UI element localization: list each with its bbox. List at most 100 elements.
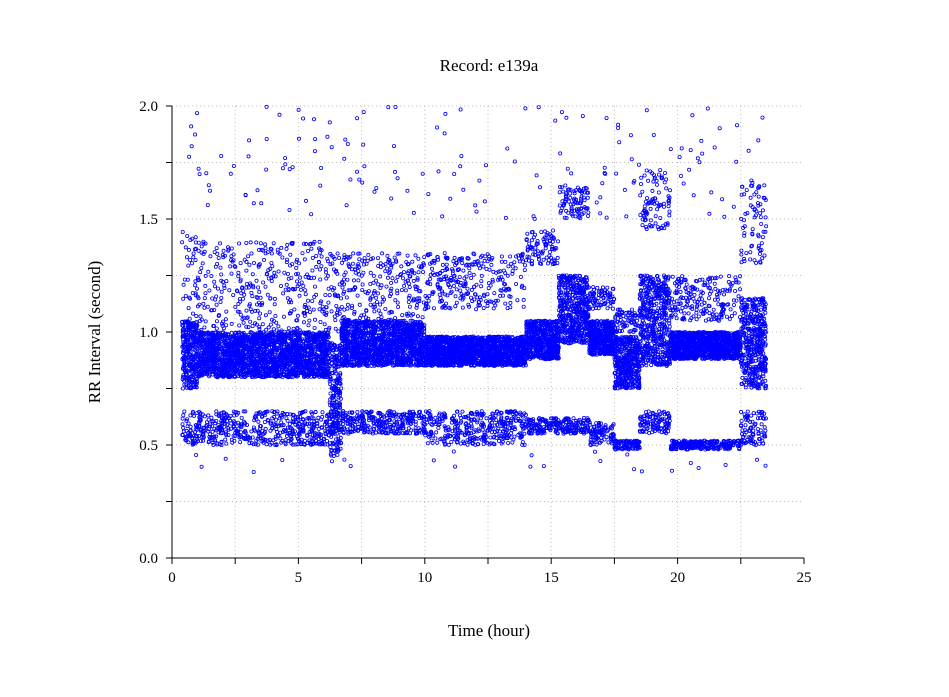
data-point — [194, 321, 199, 326]
data-point — [201, 438, 206, 443]
data-point — [223, 323, 228, 328]
data-point — [257, 311, 262, 316]
data-point — [193, 380, 198, 385]
data-point — [190, 369, 195, 374]
data-point — [228, 264, 233, 269]
data-point — [244, 240, 249, 245]
data-point — [191, 347, 196, 352]
data-point — [181, 296, 186, 301]
data-point — [309, 246, 314, 251]
data-point — [219, 272, 224, 277]
data-point — [333, 326, 338, 331]
data-point — [334, 303, 339, 308]
data-point — [190, 311, 195, 316]
data-point — [193, 246, 198, 251]
data-point — [193, 235, 198, 240]
data-point — [194, 313, 199, 318]
data-point — [203, 283, 208, 288]
data-point — [335, 251, 340, 256]
data-point — [193, 427, 198, 432]
data-point — [288, 252, 293, 257]
data-point — [187, 295, 192, 300]
data-point — [186, 247, 191, 252]
data-point — [303, 292, 308, 297]
data-point — [263, 313, 268, 318]
data-point — [185, 320, 190, 325]
data-point — [219, 289, 224, 294]
data-point — [257, 316, 262, 321]
data-point — [269, 260, 274, 265]
data-point — [190, 411, 195, 416]
data-point — [272, 296, 277, 301]
data-point — [183, 362, 188, 367]
data-point — [207, 288, 212, 293]
data-point — [257, 289, 262, 294]
data-point — [296, 261, 301, 266]
data-point — [250, 324, 255, 329]
data-point — [191, 353, 196, 358]
data-point — [247, 262, 252, 267]
data-point — [213, 264, 218, 269]
data-point — [188, 413, 193, 418]
data-point — [183, 375, 188, 380]
data-point — [264, 442, 269, 447]
data-point — [250, 294, 255, 299]
data-point — [286, 326, 291, 331]
data-point — [303, 302, 308, 307]
data-point — [208, 254, 213, 259]
data-point — [187, 316, 192, 321]
data-point — [187, 347, 192, 352]
data-point — [182, 409, 187, 414]
data-point — [268, 428, 273, 433]
data-point — [210, 429, 215, 434]
data-point — [212, 250, 217, 255]
data-point — [214, 319, 219, 324]
data-point — [284, 282, 289, 287]
data-point — [238, 261, 243, 266]
data-point — [333, 318, 338, 323]
data-point — [244, 422, 249, 427]
data-point — [186, 306, 191, 311]
data-point — [238, 440, 243, 445]
data-point — [186, 434, 191, 439]
data-point — [214, 326, 219, 331]
data-point — [231, 293, 236, 298]
data-point — [185, 424, 190, 429]
data-point — [244, 324, 249, 329]
data-point — [198, 270, 203, 275]
data-point — [310, 268, 315, 273]
data-point — [193, 291, 198, 296]
data-point — [249, 290, 254, 295]
data-point — [328, 445, 333, 450]
data-point — [201, 301, 206, 306]
data-point — [190, 436, 195, 441]
data-point — [192, 385, 197, 390]
data-point — [236, 274, 241, 279]
data-point — [182, 328, 187, 333]
data-point — [193, 258, 198, 263]
data-point — [278, 436, 283, 441]
data-point — [218, 299, 223, 304]
data-point — [203, 291, 208, 296]
data-point — [332, 314, 337, 319]
data-point — [184, 382, 189, 387]
data-point — [180, 422, 185, 427]
data-point — [254, 278, 259, 283]
data-point — [183, 341, 188, 346]
data-point — [329, 309, 334, 314]
data-point — [278, 283, 283, 288]
data-point — [312, 325, 317, 330]
data-point — [189, 343, 194, 348]
data-point — [292, 307, 297, 312]
data-point — [272, 302, 277, 307]
data-point — [237, 241, 242, 246]
data-point — [284, 246, 289, 251]
data-point — [303, 288, 308, 293]
data-point — [256, 285, 261, 290]
data-point — [227, 288, 232, 293]
data-point — [181, 429, 186, 434]
data-point — [180, 344, 185, 349]
data-point — [182, 382, 187, 387]
data-point — [184, 255, 189, 260]
